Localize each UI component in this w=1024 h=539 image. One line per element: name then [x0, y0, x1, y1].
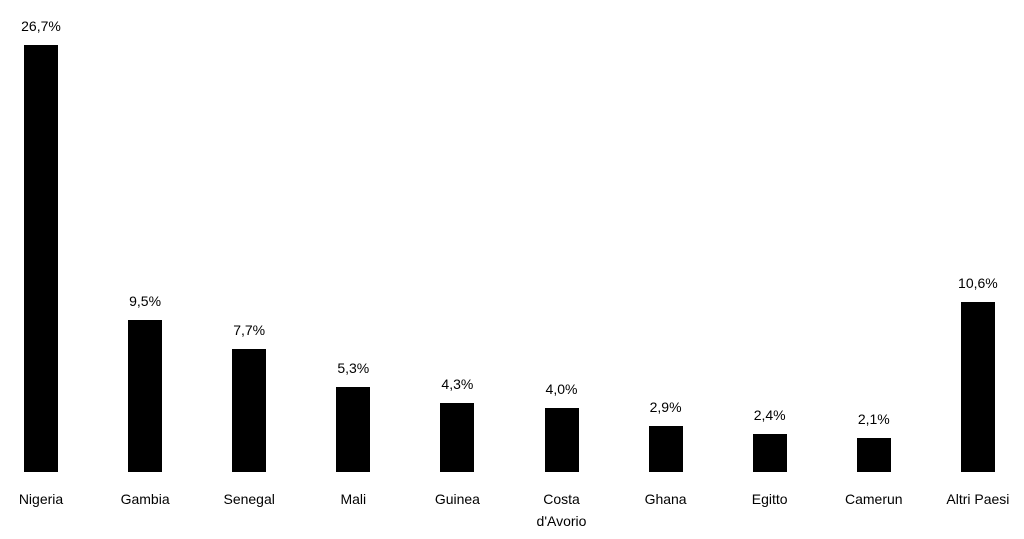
category-label: Altri Paesi	[946, 491, 1010, 507]
category-label: Senegal	[223, 491, 275, 507]
value-label: 10,6%	[958, 275, 998, 292]
category-label: Ghana	[644, 491, 687, 507]
value-label: 26,7%	[21, 18, 61, 34]
value-label: 5,3%	[337, 360, 370, 377]
category-label: Mali	[340, 491, 367, 507]
bar	[336, 387, 371, 472]
bar	[544, 408, 579, 472]
bar	[856, 438, 891, 472]
category-label: Egitto	[751, 491, 788, 507]
value-label: 4,3%	[441, 376, 474, 393]
category-label: Gambia	[120, 491, 170, 507]
bar	[24, 45, 58, 472]
value-label: 7,7%	[233, 321, 266, 338]
category-label: Camerun	[845, 491, 903, 507]
bar	[960, 302, 995, 472]
value-label: 2,1%	[857, 411, 890, 428]
bar	[752, 433, 787, 472]
value-label: 9,5%	[129, 293, 162, 310]
value-label: 2,4%	[753, 406, 786, 423]
category-label: Guinea	[434, 491, 480, 507]
bar	[648, 425, 683, 472]
bar	[232, 348, 267, 472]
value-label: 4,0%	[545, 381, 578, 398]
category-label: Nigeria	[18, 491, 64, 507]
value-label: 2,9%	[649, 398, 682, 415]
bar	[440, 403, 475, 472]
category-label: Costa d'Avorio	[536, 491, 587, 529]
bar	[128, 320, 163, 472]
